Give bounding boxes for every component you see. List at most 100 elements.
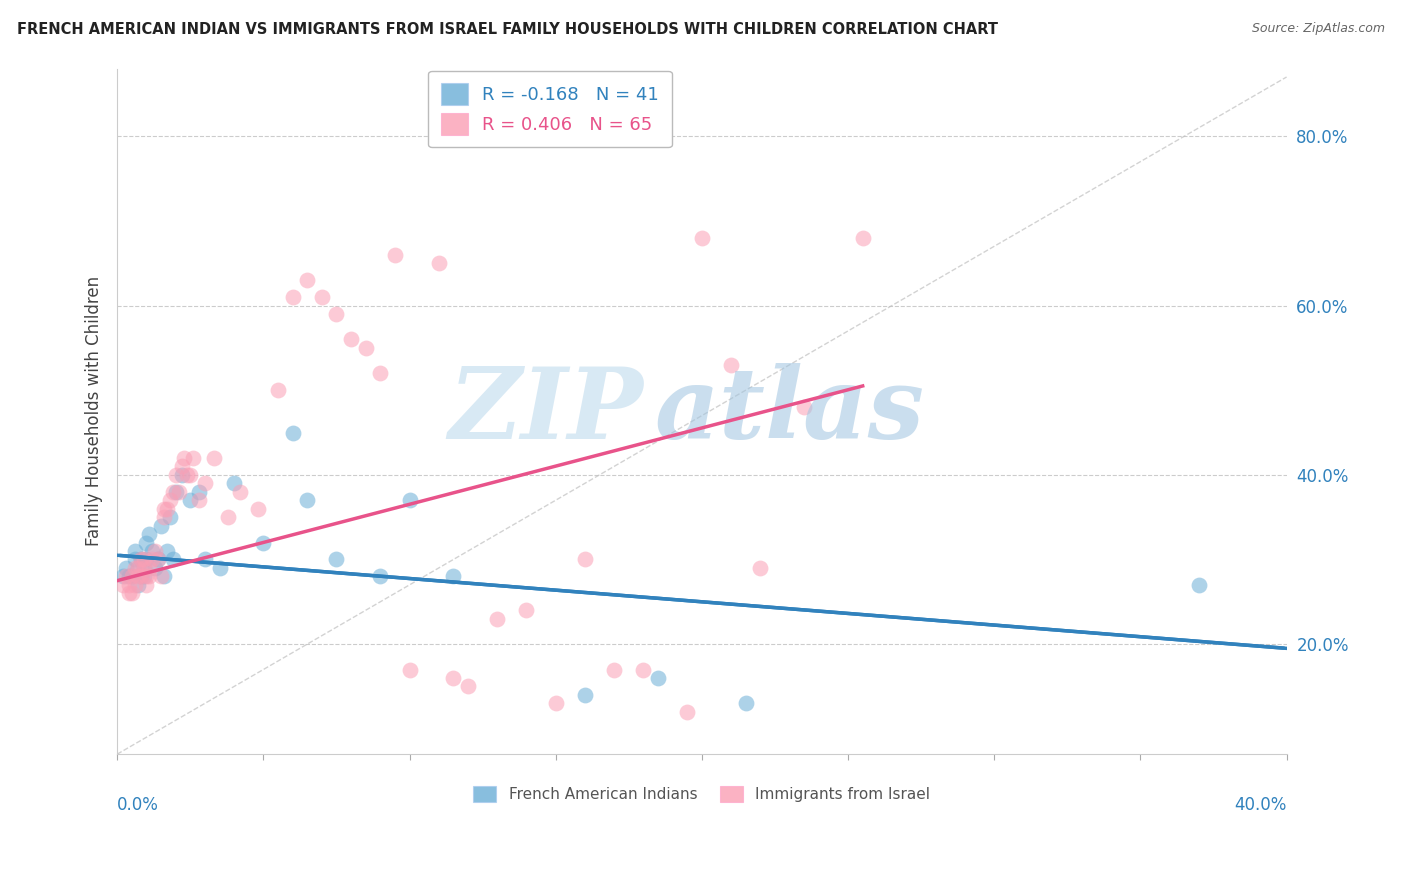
Point (124, 561, 146, 575)
Point (457, 680, 479, 694)
Point (143, 544, 166, 558)
Point (150, 518, 173, 533)
Point (368, 366, 391, 380)
Y-axis label: Family Households with Children: Family Households with Children (86, 277, 103, 547)
Text: 0.0%: 0.0% (117, 797, 159, 814)
Point (340, 332, 363, 346)
Point (427, 256, 450, 270)
Point (129, 552, 152, 566)
Point (194, 552, 217, 566)
Text: atlas: atlas (655, 363, 925, 459)
Point (132, 569, 155, 583)
Point (170, 467, 193, 482)
Point (112, 569, 135, 583)
Point (165, 484, 187, 499)
Point (676, 705, 699, 719)
Point (188, 484, 211, 499)
Point (647, 671, 669, 685)
Point (127, 578, 149, 592)
Point (720, 358, 742, 372)
Point (441, 569, 464, 583)
Point (793, 400, 815, 414)
Point (170, 459, 193, 474)
Point (574, 688, 596, 702)
Point (118, 569, 141, 583)
Point (124, 578, 146, 592)
Point (153, 569, 176, 583)
Point (141, 552, 163, 566)
Point (115, 561, 138, 575)
Point (132, 552, 155, 566)
Point (734, 697, 756, 711)
Point (194, 476, 217, 491)
Point (544, 697, 567, 711)
Point (129, 569, 152, 583)
Point (281, 290, 304, 304)
Point (165, 467, 187, 482)
Point (115, 569, 138, 583)
Point (486, 612, 509, 626)
Point (135, 578, 157, 592)
Point (121, 586, 143, 600)
Point (141, 544, 163, 558)
Legend: French American Indians, Immigrants from Israel: French American Indians, Immigrants from… (467, 780, 936, 808)
Point (690, 231, 713, 245)
Point (135, 569, 157, 583)
Text: 40.0%: 40.0% (1234, 797, 1286, 814)
Point (311, 290, 333, 304)
Point (138, 561, 160, 575)
Point (173, 450, 195, 465)
Point (246, 501, 269, 516)
Point (354, 341, 377, 355)
Point (112, 578, 135, 592)
Point (1188, 578, 1211, 592)
Point (146, 552, 169, 566)
Point (118, 578, 141, 592)
Point (281, 425, 304, 440)
Point (176, 467, 198, 482)
Point (398, 663, 420, 677)
Text: Source: ZipAtlas.com: Source: ZipAtlas.com (1251, 22, 1385, 36)
Point (398, 493, 420, 508)
Point (179, 493, 201, 508)
Point (138, 569, 160, 583)
Point (297, 273, 319, 287)
Point (143, 561, 166, 575)
Point (159, 493, 181, 508)
Point (118, 586, 141, 600)
Point (325, 552, 347, 566)
Point (127, 561, 149, 575)
Point (159, 510, 181, 524)
Point (384, 248, 406, 262)
Point (129, 552, 152, 566)
Point (138, 527, 160, 541)
Point (124, 552, 146, 566)
Point (146, 552, 169, 566)
Point (267, 383, 290, 397)
Point (179, 467, 201, 482)
Point (749, 561, 772, 575)
Point (325, 307, 347, 321)
Point (633, 663, 655, 677)
Point (368, 569, 391, 583)
Point (153, 501, 176, 516)
Text: FRENCH AMERICAN INDIAN VS IMMIGRANTS FROM ISRAEL FAMILY HOUSEHOLDS WITH CHILDREN: FRENCH AMERICAN INDIAN VS IMMIGRANTS FRO… (17, 22, 998, 37)
Point (515, 603, 537, 617)
Point (167, 484, 190, 499)
Point (121, 569, 143, 583)
Point (208, 561, 231, 575)
Point (224, 476, 246, 491)
Point (441, 671, 464, 685)
Point (162, 484, 184, 499)
Point (229, 484, 252, 499)
Point (181, 450, 204, 465)
Point (156, 501, 179, 516)
Point (129, 569, 152, 583)
Point (188, 493, 211, 508)
Point (132, 561, 155, 575)
Point (162, 552, 184, 566)
Point (156, 544, 179, 558)
Point (150, 569, 173, 583)
Point (127, 561, 149, 575)
Point (252, 535, 274, 549)
